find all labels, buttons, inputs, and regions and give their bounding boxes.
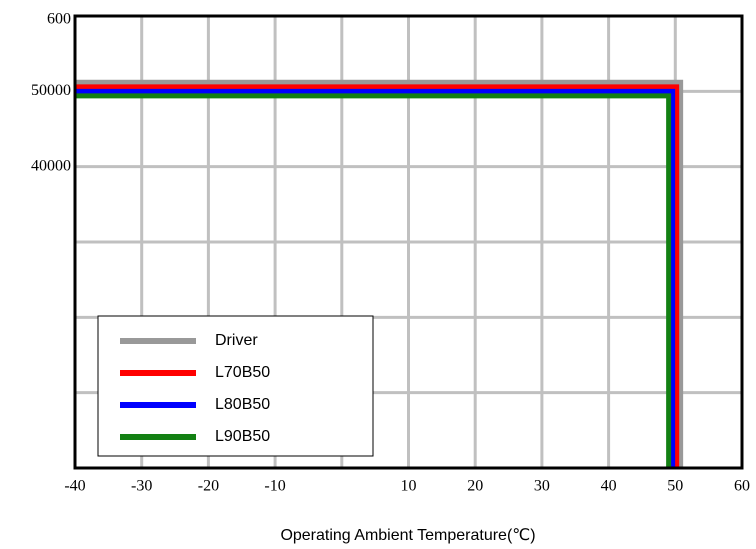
- x-tick-label: 40: [601, 478, 617, 495]
- x-tick-label: 30: [534, 478, 550, 495]
- plot-frame: [73, 14, 744, 470]
- legend-label: L80B50: [215, 396, 270, 413]
- y-tick-label: 50000: [31, 82, 71, 99]
- series-line: [75, 93, 672, 468]
- x-axis-title: Operating Ambient Temperature(℃): [280, 527, 535, 544]
- series-line: [75, 88, 676, 468]
- x-tick-label: -40: [64, 478, 85, 495]
- x-tick-label: -20: [198, 478, 219, 495]
- legend: Driver L70B50 L80B50 L90B50: [97, 315, 374, 457]
- legend-label: L90B50: [215, 428, 270, 445]
- x-tick-label: 20: [467, 478, 483, 495]
- series-line: [75, 79, 684, 468]
- x-tick-label: -10: [264, 478, 285, 495]
- legend-label: Driver: [215, 332, 258, 349]
- x-tick-label: 50: [667, 478, 683, 495]
- x-tick-label: -30: [131, 478, 152, 495]
- series-line: [75, 84, 680, 468]
- y-tick-label: 600: [47, 11, 71, 28]
- x-tick-label: 60: [734, 478, 750, 495]
- x-tick-label: 10: [401, 478, 417, 495]
- legend-label: L70B50: [215, 364, 270, 381]
- y-tick-label: 40000: [31, 157, 71, 174]
